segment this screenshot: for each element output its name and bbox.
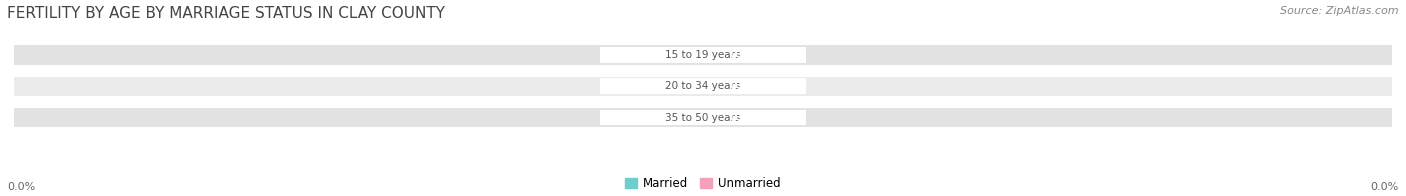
Bar [599, 47, 807, 63]
Bar [620, 47, 703, 63]
Text: 0.0%: 0.0% [730, 50, 759, 60]
Text: 0.0%: 0.0% [647, 113, 676, 123]
Bar [703, 47, 786, 63]
Bar [620, 110, 703, 125]
Bar [14, 45, 1392, 65]
Bar [14, 76, 1392, 96]
Bar [703, 110, 786, 125]
Bar [599, 110, 807, 125]
Bar [620, 78, 703, 94]
Legend: Married, Unmarried: Married, Unmarried [620, 173, 786, 195]
Text: FERTILITY BY AGE BY MARRIAGE STATUS IN CLAY COUNTY: FERTILITY BY AGE BY MARRIAGE STATUS IN C… [7, 6, 446, 21]
Bar [599, 78, 807, 94]
Text: 20 to 34 years: 20 to 34 years [665, 81, 741, 91]
Text: 0.0%: 0.0% [647, 81, 676, 91]
Text: Source: ZipAtlas.com: Source: ZipAtlas.com [1281, 6, 1399, 16]
Text: 35 to 50 years: 35 to 50 years [665, 113, 741, 123]
Text: 0.0%: 0.0% [7, 182, 35, 192]
Text: 15 to 19 years: 15 to 19 years [665, 50, 741, 60]
Bar [703, 78, 786, 94]
Text: 0.0%: 0.0% [647, 50, 676, 60]
Text: 0.0%: 0.0% [730, 113, 759, 123]
Bar [14, 108, 1392, 127]
Text: 0.0%: 0.0% [1371, 182, 1399, 192]
Text: 0.0%: 0.0% [730, 81, 759, 91]
